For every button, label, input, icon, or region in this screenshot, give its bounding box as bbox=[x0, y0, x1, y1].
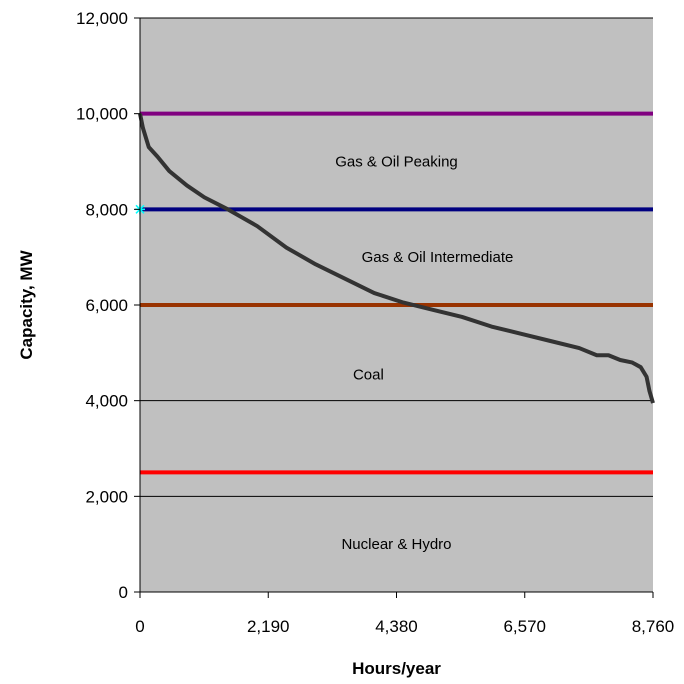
x-tick-label: 2,190 bbox=[247, 617, 290, 636]
region-label: Nuclear & Hydro bbox=[341, 536, 451, 553]
x-tick-label: 8,760 bbox=[632, 617, 675, 636]
region-label: Gas & Oil Intermediate bbox=[362, 249, 514, 266]
load-duration-curve bbox=[138, 113, 655, 404]
y-tick-label: 2,000 bbox=[85, 487, 128, 506]
x-tick-label: 6,570 bbox=[503, 617, 546, 636]
y-tick-label: 10,000 bbox=[76, 105, 128, 124]
y-axis-title: Capacity, MW bbox=[17, 249, 36, 359]
region-label: Coal bbox=[353, 366, 384, 383]
x-tick-label: 0 bbox=[135, 617, 144, 636]
y-tick-label: 12,000 bbox=[76, 9, 128, 28]
y-tick-label: 8,000 bbox=[85, 200, 128, 219]
y-tick-label: 0 bbox=[119, 583, 128, 602]
x-tick-label: 4,380 bbox=[375, 617, 418, 636]
axes bbox=[134, 17, 654, 598]
y-tick-labels: 0 2,000 4,000 6,000 8,000 10,000 12,000 bbox=[76, 9, 128, 602]
x-tick-labels: 0 2,190 4,380 6,570 8,760 bbox=[135, 617, 674, 636]
region-label: Gas & Oil Peaking bbox=[335, 154, 458, 171]
region-labels: Gas & Oil Peaking Gas & Oil Intermediate C… bbox=[335, 154, 513, 554]
y-tick-label: 6,000 bbox=[85, 296, 128, 315]
x-axis-title: Hours/year bbox=[352, 659, 441, 678]
y-tick-label: 4,000 bbox=[85, 392, 128, 411]
